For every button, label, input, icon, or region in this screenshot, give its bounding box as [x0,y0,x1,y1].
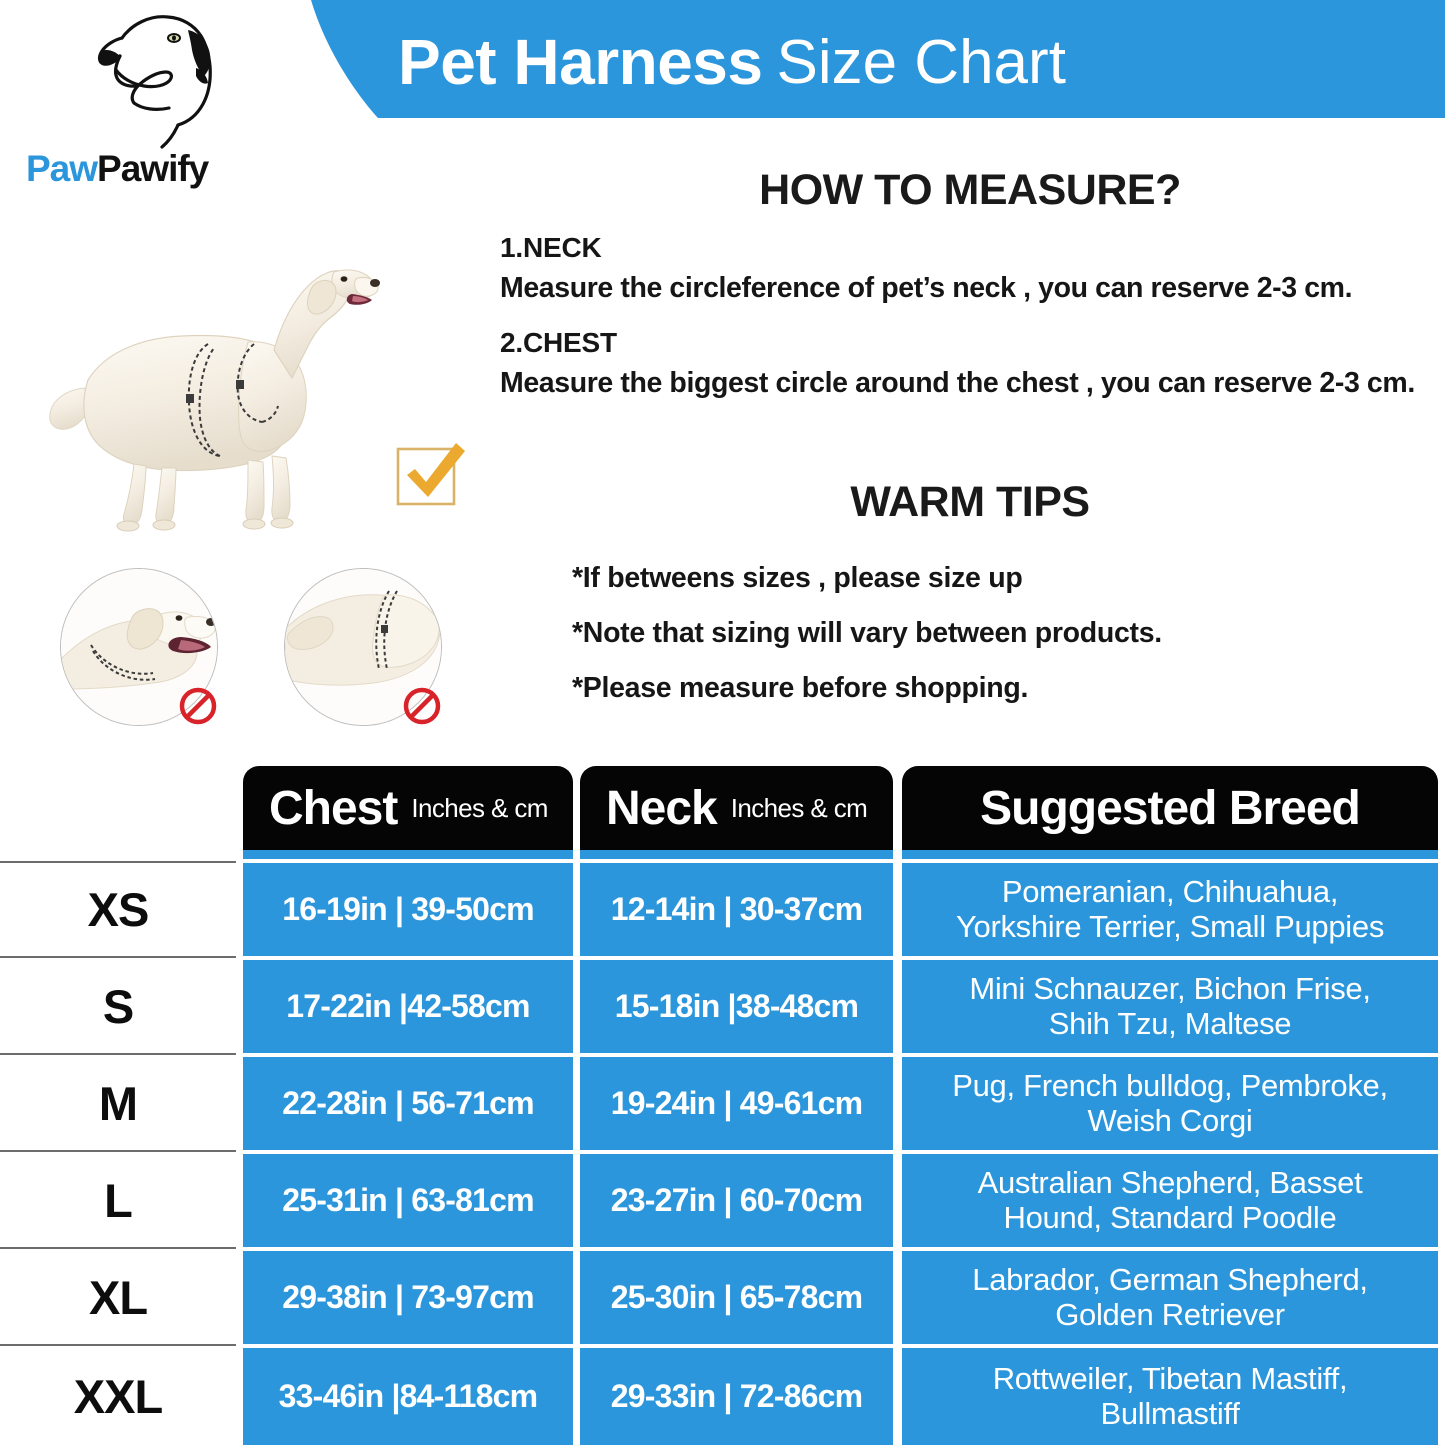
neck-header-accent-bar [580,850,893,859]
neck-value-xs: 12-14in | 30-37cm [580,863,893,956]
size-chart-table: XS S M L XL XXL Chest Inches & cm 16-19i… [0,766,1445,1445]
page-title: Pet Harness Size Chart [398,14,1418,110]
breed-value-s: Mini Schnauzer, Bichon Frise, Shih Tzu, … [902,960,1438,1053]
chest-header-accent-bar [243,850,573,859]
dog-neck-collar-tight-photo [285,569,441,725]
measure-step-1-text: Measure the circleference of pet’s neck … [500,272,1353,304]
breed-value-xxl: Rottweiler, Tibetan Mastiff, Bullmastiff [902,1348,1438,1445]
logo-word-paw: Paw [26,148,98,189]
brand-logo: PawPawify [12,8,302,198]
chest-column: Chest Inches & cm 16-19in | 39-50cm 17-2… [243,766,573,1445]
chest-column-header: Chest Inches & cm [243,766,573,850]
dog-head-icon [97,15,212,149]
breed-value-xs: Pomeranian, Chihuahua, Yorkshire Terrier… [902,863,1438,956]
neck-header-units: Inches & cm [730,792,868,823]
header-banner-shape [311,0,1445,118]
measure-step-2-text: Measure the biggest circle around the ch… [500,367,1415,399]
size-label-xs: XS [0,863,236,958]
neck-column-header: Neck Inches & cm [580,766,893,850]
dog-measure-photo [49,269,380,532]
page-title-light: Size Chart [776,27,1066,97]
incorrect-examples [52,566,472,736]
neck-column: Neck Inches & cm 12-14in | 30-37cm 15-18… [580,766,893,1445]
warm-tips-title: WARM TIPS [850,478,1090,526]
neck-value-m: 19-24in | 49-61cm [580,1057,893,1150]
chest-value-m: 22-28in | 56-71cm [243,1057,573,1150]
breed-column-header: Suggested Breed [902,766,1438,850]
chest-value-xs: 16-19in | 39-50cm [243,863,573,956]
size-column: XS S M L XL XXL [0,766,236,1445]
chest-header-label: Chest [269,781,398,835]
warm-tip-3: *Please measure before shopping. [572,672,1029,704]
orange-check-icon [396,443,465,506]
breed-value-xl: Labrador, German Shepherd, Golden Retrie… [902,1251,1438,1344]
how-to-measure-body: 1.NECK Measure the circleference of pet’… [500,232,1430,400]
warm-tips-body: *If betweens sizes , please size up *Not… [572,562,1432,705]
prohibited-icon [403,687,441,725]
size-label-xxl: XXL [0,1348,236,1445]
chest-value-l: 25-31in | 63-81cm [243,1154,573,1247]
warm-tip-1: *If betweens sizes , please size up [572,562,1023,594]
neck-header-label: Neck [606,781,718,835]
size-label-l: L [0,1154,236,1249]
neck-value-s: 15-18in |38-48cm [580,960,893,1053]
measure-step-2-label: 2.CHEST [500,327,617,358]
breed-header-accent-bar [902,850,1438,859]
logo-word-pawify: Pawify [97,148,209,189]
inset-photo-circle-2 [284,568,442,726]
breed-value-m: Pug, French bulldog, Pembroke, Weish Cor… [902,1057,1438,1150]
chest-value-s: 17-22in |42-58cm [243,960,573,1053]
measure-step-1-label: 1.NECK [500,232,602,263]
incorrect-example-1 [60,568,220,728]
size-label-xl: XL [0,1251,236,1346]
breed-value-l: Australian Shepherd, Basset Hound, Stand… [902,1154,1438,1247]
chest-tape [187,343,221,457]
page-title-bold: Pet Harness [398,26,763,98]
prohibited-icon [179,687,217,725]
chest-value-xl: 29-38in | 73-97cm [243,1251,573,1344]
neck-value-xl: 25-30in | 65-78cm [580,1251,893,1344]
header-banner: Pet Harness Size Chart [0,0,1445,124]
neck-value-xxl: 29-33in | 72-86cm [580,1348,893,1445]
size-label-s: S [0,960,236,1055]
chest-value-xxl: 33-46in |84-118cm [243,1348,573,1445]
size-label-m: M [0,1057,236,1152]
warm-tip-2: *Note that sizing will vary between prod… [572,617,1162,649]
neck-tape [236,343,279,423]
dog-head-collar-high-photo [61,569,217,725]
how-to-measure-title: HOW TO MEASURE? [759,166,1181,214]
logo-wordmark: PawPawify [26,148,209,190]
chest-header-units: Inches & cm [411,792,548,823]
neck-value-l: 23-27in | 60-70cm [580,1154,893,1247]
size-column-header [0,766,236,863]
breed-column: Suggested Breed Pomeranian, Chihuahua, Y… [902,766,1438,1445]
incorrect-example-2 [284,568,444,728]
inset-photo-circle-1 [60,568,218,726]
breed-header-label: Suggested Breed [980,781,1361,835]
